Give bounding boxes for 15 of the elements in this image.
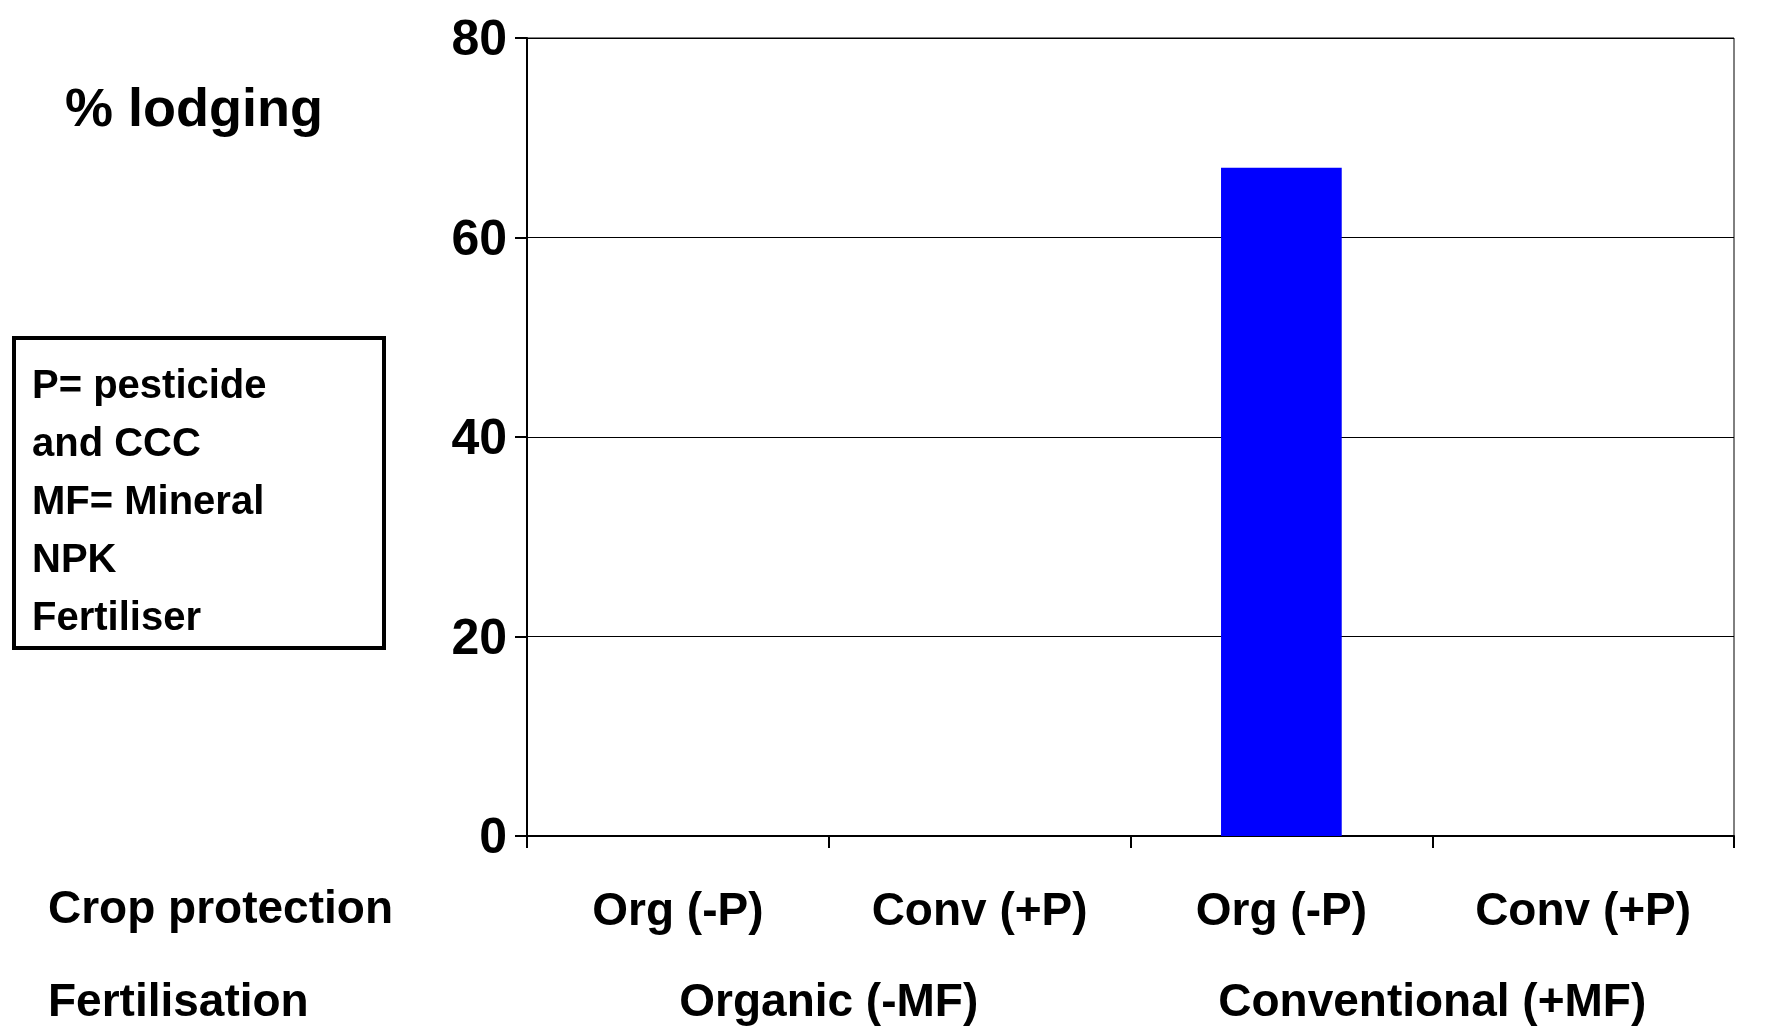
text: P= pesticide and CCC MF= Mineral NPK Fertiliser	[32, 362, 267, 638]
text: Crop protection	[48, 881, 393, 933]
text: Fertilisation	[48, 974, 309, 1026]
text: Organic (-MF)	[679, 974, 979, 1026]
x-tick-label: Org (-P)	[592, 883, 764, 935]
x-tick-label: Conv (+P)	[871, 883, 1088, 935]
y-axis-title: % lodging	[65, 77, 323, 137]
y-tick-label: 0	[479, 808, 507, 864]
y-tick-label: 80	[451, 10, 507, 66]
x-tick-label: Org (-P)	[1195, 883, 1367, 935]
x-tick-label: Conv (+P)	[1475, 883, 1692, 935]
y-tick-label: 20	[451, 608, 507, 665]
y-tick-label: 40	[451, 409, 507, 465]
y-tick-label: 60	[451, 209, 507, 266]
text: Conventional (+MF)	[1218, 974, 1647, 1026]
